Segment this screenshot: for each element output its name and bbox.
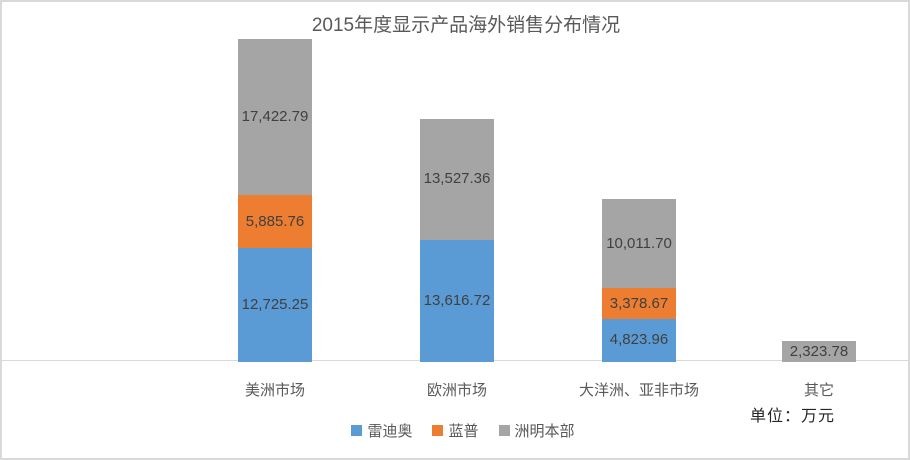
data-label: 4,823.96	[609, 331, 669, 349]
bar-segment	[420, 118, 494, 240]
bar-segment	[238, 195, 312, 248]
legend-marker-icon	[432, 425, 444, 436]
bar-segment	[602, 288, 676, 319]
bar-segment	[602, 198, 676, 289]
data-label: 13,527.36	[423, 170, 491, 188]
category-label: 欧洲市场	[426, 382, 487, 399]
bar-segment	[420, 239, 494, 362]
category-label: 大洋洲、亚非市场	[578, 382, 699, 399]
data-label: 3,378.67	[609, 294, 669, 312]
unit-note: 单位：万元	[750, 406, 836, 425]
bar-segment	[602, 318, 676, 362]
category-label: 美洲市场	[244, 382, 305, 399]
data-label: 17,422.79	[241, 108, 309, 126]
legend-marker-icon	[498, 425, 510, 436]
data-label: 10,011.70	[606, 234, 672, 252]
category-label: 其它	[803, 382, 834, 399]
bar-segment	[238, 247, 312, 362]
legend-item: 洲明本部	[498, 420, 575, 441]
legend-label: 雷迪奥	[367, 423, 413, 440]
data-label: 12,725.25	[241, 295, 309, 313]
data-label: 2,323.78	[789, 342, 849, 360]
bar-segment	[782, 341, 856, 362]
legend-item: 蓝普	[432, 420, 479, 441]
legend-label: 蓝普	[448, 423, 479, 440]
data-label: 5,885.76	[245, 212, 305, 230]
bar-segment	[238, 39, 312, 196]
legend-item: 雷迪奥	[351, 420, 412, 441]
legend: 雷迪奥 蓝普 洲明本部	[2, 420, 908, 441]
chart-title: 2015年度显示产品海外销售分布情况	[311, 15, 621, 36]
legend-marker-icon	[351, 425, 363, 436]
legend-label: 洲明本部	[514, 423, 575, 440]
data-label: 13,616.72	[423, 291, 491, 309]
